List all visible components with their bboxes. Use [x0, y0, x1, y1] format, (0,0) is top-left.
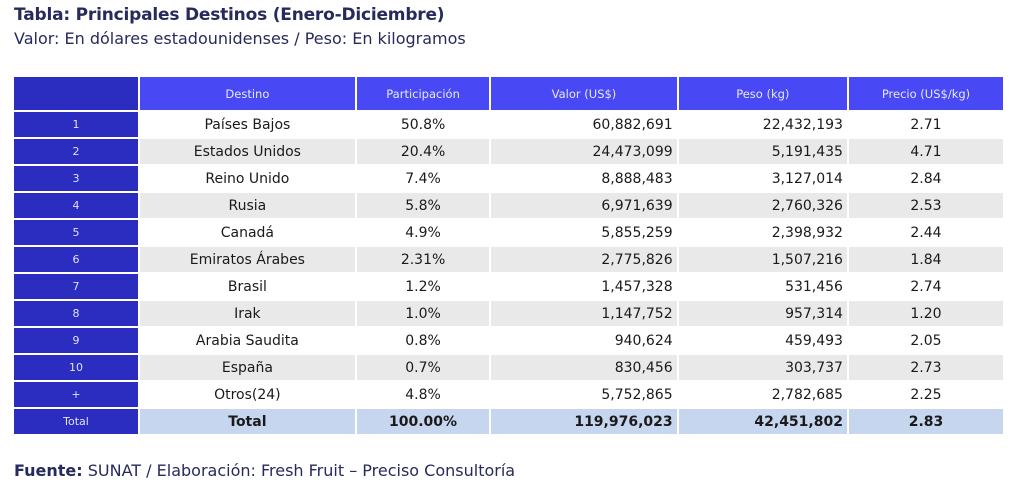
- precio-cell: 2.53: [848, 193, 1003, 218]
- row-index: 8: [14, 301, 138, 326]
- table-row: 1 Países Bajos 50.8% 60,882,691 22,432,193 2.…: [14, 112, 1003, 137]
- destino-cell: Emiratos Árabes: [140, 247, 355, 272]
- valor-cell: 60,882,691: [491, 112, 677, 137]
- precio-cell: 2.44: [848, 220, 1003, 245]
- row-index: 7: [14, 274, 138, 299]
- destino-cell: Reino Unido: [140, 166, 355, 191]
- precio-cell: 2.84: [848, 166, 1003, 191]
- destino-cell: España: [140, 355, 355, 380]
- table-row: 9 Arabia Saudita 0.8% 940,624 459,493 2.05: [14, 328, 1003, 353]
- participacion-cell: 20.4%: [356, 139, 490, 164]
- destino-cell: Arabia Saudita: [140, 328, 355, 353]
- valor-cell: 5,752,865: [491, 382, 677, 407]
- precio-cell: 2.71: [848, 112, 1003, 137]
- precio-cell: 2.73: [848, 355, 1003, 380]
- destino-cell: Brasil: [140, 274, 355, 299]
- table-row: 4 Rusia 5.8% 6,971,639 2,760,326 2.53: [14, 193, 1003, 218]
- header-participacion: Participación: [356, 77, 490, 110]
- valor-cell: 940,624: [491, 328, 677, 353]
- peso-cell: 3,127,014: [678, 166, 847, 191]
- peso-cell: 22,432,193: [678, 112, 847, 137]
- precio-cell: 2.74: [848, 274, 1003, 299]
- participacion-cell: 100.00%: [356, 409, 490, 434]
- row-index: Total: [14, 409, 138, 434]
- destino-cell: Estados Unidos: [140, 139, 355, 164]
- valor-cell: 8,888,483: [491, 166, 677, 191]
- row-index: 10: [14, 355, 138, 380]
- table-title: Tabla: Principales Destinos (Enero-Dicie…: [14, 5, 445, 25]
- table-row: 3 Reino Unido 7.4% 8,888,483 3,127,014 2.84: [14, 166, 1003, 191]
- destino-cell: Irak: [140, 301, 355, 326]
- peso-cell: 2,398,932: [678, 220, 847, 245]
- peso-cell: 1,507,216: [678, 247, 847, 272]
- precio-cell: 1.20: [848, 301, 1003, 326]
- row-index: 5: [14, 220, 138, 245]
- participacion-cell: 4.8%: [356, 382, 490, 407]
- row-index: 2: [14, 139, 138, 164]
- table-row: 5 Canadá 4.9% 5,855,259 2,398,932 2.44: [14, 220, 1003, 245]
- table-row: 8 Irak 1.0% 1,147,752 957,314 1.20: [14, 301, 1003, 326]
- row-index: 3: [14, 166, 138, 191]
- table-row: 2 Estados Unidos 20.4% 24,473,099 5,191,435 4…: [14, 139, 1003, 164]
- participacion-cell: 4.9%: [356, 220, 490, 245]
- row-index: 4: [14, 193, 138, 218]
- header-row: Destino Participación Valor (US$) Peso (…: [14, 77, 1003, 110]
- participacion-cell: 7.4%: [356, 166, 490, 191]
- header-index: [14, 77, 138, 110]
- destino-cell: Países Bajos: [140, 112, 355, 137]
- source-text: SUNAT / Elaboración: Fresh Fruit – Preci…: [82, 461, 516, 480]
- header-destino: Destino: [140, 77, 355, 110]
- participacion-cell: 2.31%: [356, 247, 490, 272]
- valor-cell: 2,775,826: [491, 247, 677, 272]
- precio-cell: 2.25: [848, 382, 1003, 407]
- peso-cell: 42,451,802: [678, 409, 847, 434]
- table-row: 6 Emiratos Árabes 2.31% 2,775,826 1,507,216 1…: [14, 247, 1003, 272]
- table-row: 10 España 0.7% 830,456 303,737 2.73: [14, 355, 1003, 380]
- header-peso: Peso (kg): [678, 77, 847, 110]
- peso-cell: 459,493: [678, 328, 847, 353]
- valor-cell: 6,971,639: [491, 193, 677, 218]
- peso-cell: 2,782,685: [678, 382, 847, 407]
- precio-cell: 2.83: [848, 409, 1003, 434]
- participacion-cell: 50.8%: [356, 112, 490, 137]
- peso-cell: 957,314: [678, 301, 847, 326]
- precio-cell: 1.84: [848, 247, 1003, 272]
- valor-cell: 5,855,259: [491, 220, 677, 245]
- header-precio: Precio (US$/kg): [848, 77, 1003, 110]
- destino-cell: Total: [140, 409, 355, 434]
- participacion-cell: 0.7%: [356, 355, 490, 380]
- destino-cell: Canadá: [140, 220, 355, 245]
- valor-cell: 119,976,023: [491, 409, 677, 434]
- peso-cell: 531,456: [678, 274, 847, 299]
- total-row: Total Total 100.00% 119,976,023 42,451,802 2.…: [14, 409, 1003, 434]
- header-valor: Valor (US$): [491, 77, 677, 110]
- participacion-cell: 1.0%: [356, 301, 490, 326]
- table-row: 7 Brasil 1.2% 1,457,328 531,456 2.74: [14, 274, 1003, 299]
- peso-cell: 5,191,435: [678, 139, 847, 164]
- source-label: Fuente:: [14, 461, 83, 480]
- participacion-cell: 5.8%: [356, 193, 490, 218]
- table-subtitle: Valor: En dólares estadounidenses / Peso…: [14, 29, 466, 48]
- row-index: 9: [14, 328, 138, 353]
- destino-cell: Otros(24): [140, 382, 355, 407]
- participacion-cell: 1.2%: [356, 274, 490, 299]
- valor-cell: 1,457,328: [491, 274, 677, 299]
- source-footer: Fuente: SUNAT / Elaboración: Fresh Fruit…: [14, 461, 515, 480]
- valor-cell: 24,473,099: [491, 139, 677, 164]
- valor-cell: 830,456: [491, 355, 677, 380]
- row-index: 1: [14, 112, 138, 137]
- precio-cell: 4.71: [848, 139, 1003, 164]
- destino-cell: Rusia: [140, 193, 355, 218]
- peso-cell: 303,737: [678, 355, 847, 380]
- valor-cell: 1,147,752: [491, 301, 677, 326]
- participacion-cell: 0.8%: [356, 328, 490, 353]
- destinations-table: Destino Participación Valor (US$) Peso (…: [12, 75, 1005, 436]
- row-index: +: [14, 382, 138, 407]
- precio-cell: 2.05: [848, 328, 1003, 353]
- row-index: 6: [14, 247, 138, 272]
- table-row: + Otros(24) 4.8% 5,752,865 2,782,685 2.25: [14, 382, 1003, 407]
- peso-cell: 2,760,326: [678, 193, 847, 218]
